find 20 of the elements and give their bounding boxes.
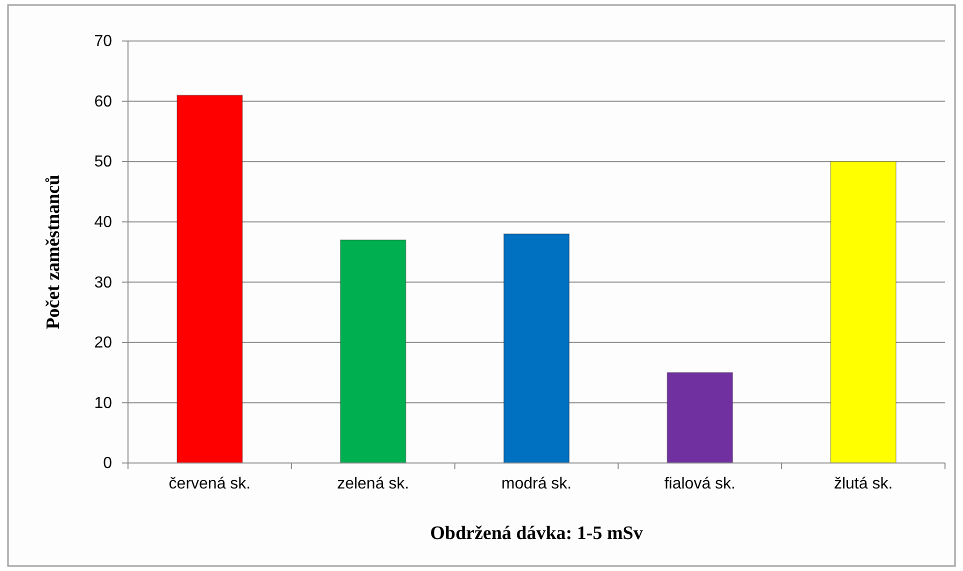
- bar: [176, 94, 243, 464]
- y-tick-label: 30: [94, 274, 112, 292]
- bar: [340, 239, 406, 464]
- x-tick-label: modrá sk.: [501, 475, 572, 492]
- y-tick-label: 60: [94, 93, 112, 110]
- x-tick-label: červená sk.: [168, 475, 251, 492]
- x-tick-label: zelená sk.: [337, 475, 410, 492]
- y-tick-label: 0: [103, 455, 112, 472]
- y-axis-title: Počet zaměstnanců: [43, 174, 64, 330]
- y-tick-label: 20: [94, 334, 112, 352]
- bar: [830, 161, 896, 464]
- y-tick-label: 70: [94, 33, 112, 50]
- y-tick-label: 50: [94, 154, 112, 171]
- x-tick-label: žlutá sk.: [834, 475, 893, 492]
- bar: [666, 372, 734, 464]
- x-tick-label: fialová sk.: [664, 475, 736, 492]
- bar: [503, 233, 570, 464]
- y-tick-label: 40: [94, 214, 112, 231]
- y-tick-label: 10: [94, 394, 112, 412]
- x-axis-title: Obdržená dávka: 1-5 mSv: [430, 523, 644, 544]
